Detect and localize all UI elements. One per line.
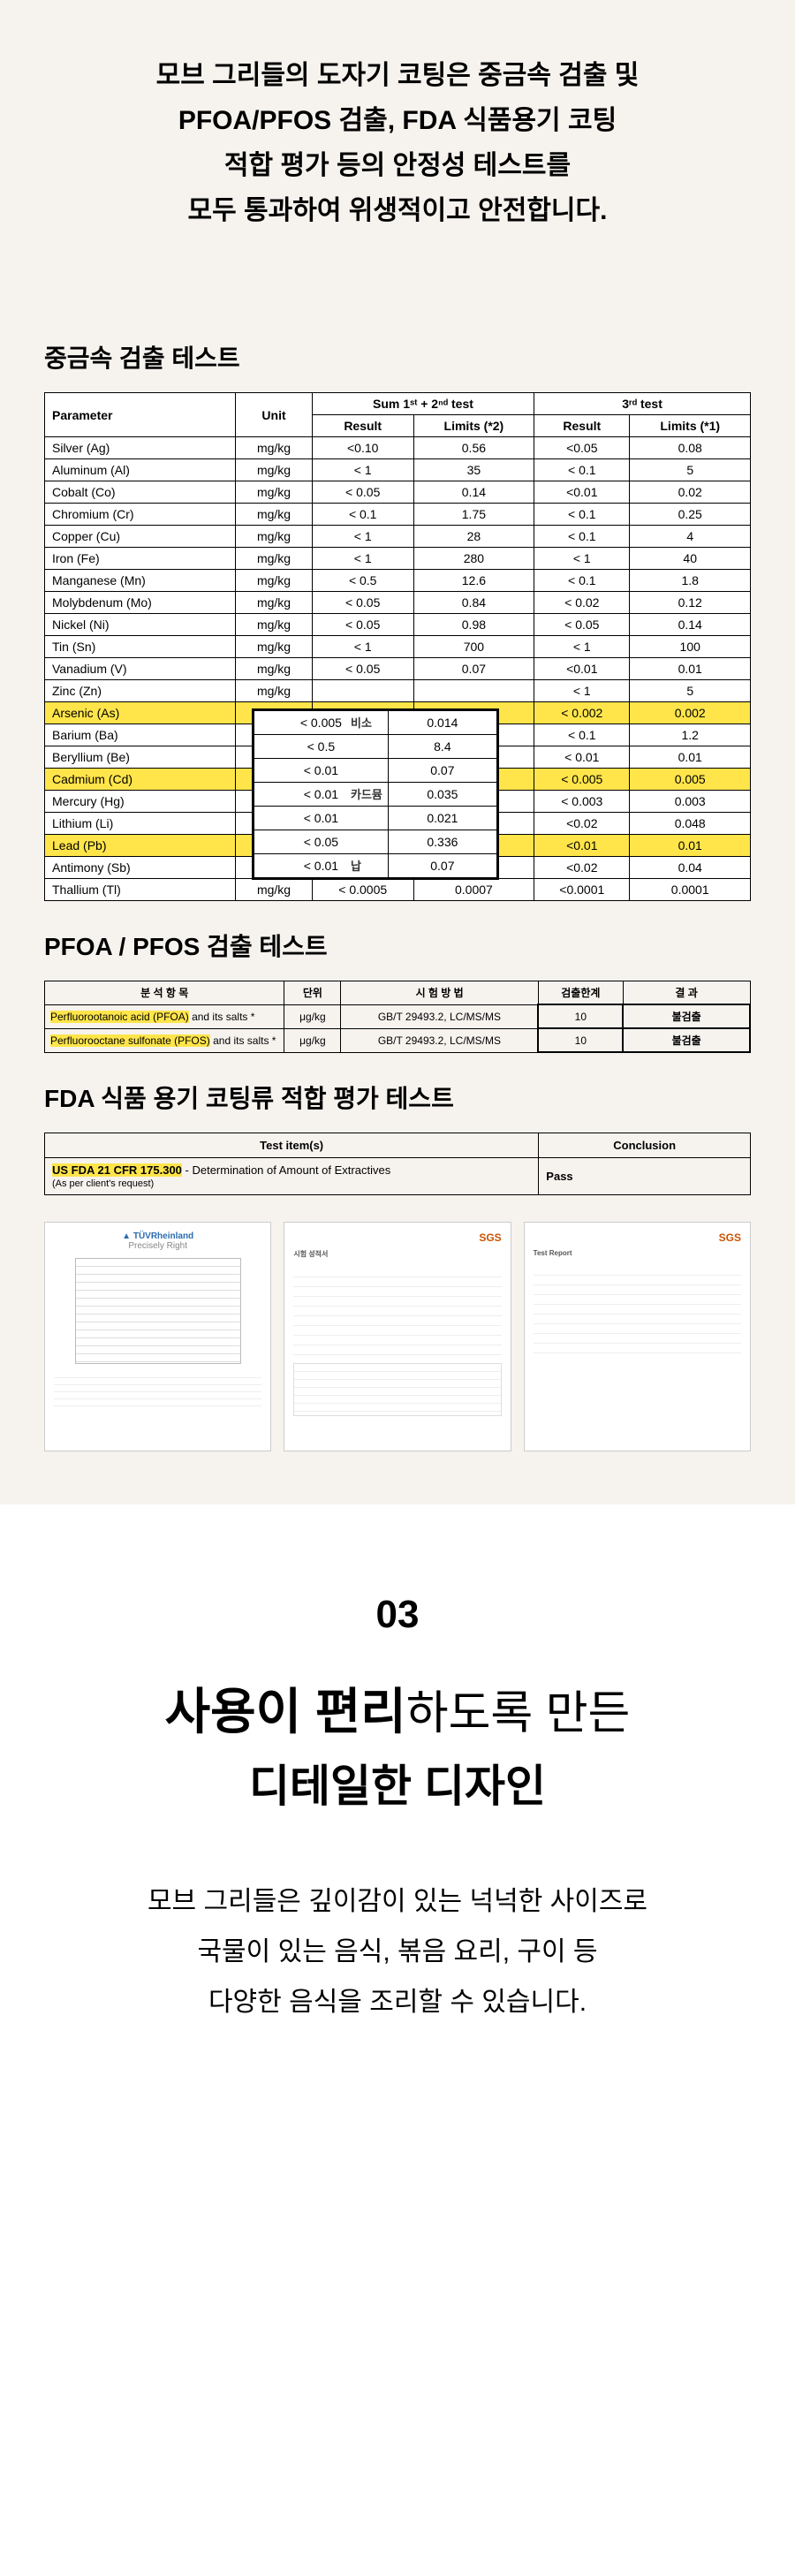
pfoa-title: PFOA / PFOS 검출 테스트 <box>44 928 751 963</box>
table-row: < 0.0050.014 <box>254 711 497 735</box>
table-row: Vanadium (V)mg/kg< 0.050.07<0.010.01 <box>45 658 751 680</box>
intro-line: 모두 통과하여 위생적이고 안전합니다. <box>44 188 751 233</box>
table-row: Manganese (Mn)mg/kg< 0.512.6< 0.11.8 <box>45 570 751 592</box>
certificate-tuv: ▲ TÜVRheinlandPrecisely Right <box>44 1222 271 1451</box>
fda-item-tail: - Determination of Amount of Extractives <box>182 1163 390 1177</box>
section-number: 03 <box>44 1593 751 1637</box>
section-heading-line1: 사용이 편리하도록 만든 <box>44 1672 751 1744</box>
section-description: 모브 그리들은 깊이감이 있는 넉넉한 사이즈로 국물이 있는 음식, 볶음 요… <box>44 1876 751 2027</box>
fda-item-sub: (As per client's request) <box>52 1178 531 1189</box>
intro-line: 모브 그리들의 도자기 코팅은 중금속 검출 및 <box>44 53 751 98</box>
table-row: Zinc (Zn)mg/kg< 15 <box>45 680 751 702</box>
table-row: Tin (Sn)mg/kg< 1700< 1100 <box>45 636 751 658</box>
section-heading-bold: 사용이 편리 <box>165 1684 406 1739</box>
table-row: Aluminum (Al)mg/kg< 135< 0.15 <box>45 459 751 481</box>
table-row: Cobalt (Co)mg/kg< 0.050.14<0.010.02 <box>45 481 751 504</box>
certificate-sgs-1: SGS 시험 성적서 <box>284 1222 511 1451</box>
table-row: Molybdenum (Mo)mg/kg< 0.050.84< 0.020.12 <box>45 592 751 614</box>
table-row: Thallium (Tl)mg/kg< 0.00050.0007<0.00010… <box>45 879 751 901</box>
certificate-sgs-2: SGS Test Report <box>524 1222 751 1451</box>
table-row: < 0.010.035 <box>254 783 497 807</box>
table-row: Nickel (Ni)mg/kg< 0.050.98< 0.050.14 <box>45 614 751 636</box>
fda-header-item: Test item(s) <box>45 1133 539 1158</box>
certificate-thumbnails: ▲ TÜVRheinlandPrecisely Right SGS 시험 성적서… <box>44 1222 751 1451</box>
pfoa-table: 분 석 항 목단위시 험 방 법검출한계결 과Perfluorootanoic … <box>44 981 751 1053</box>
cert-brand-sgs: SGS <box>534 1231 741 1244</box>
table-row: < 0.010.07 <box>254 759 497 783</box>
intro-text: 모브 그리들의 도자기 코팅은 중금속 검출 및 PFOA/PFOS 검출, F… <box>44 53 751 233</box>
safety-tests-section: 모브 그리들의 도자기 코팅은 중금속 검출 및 PFOA/PFOS 검출, F… <box>0 0 795 1504</box>
heavymetal-table-wrapper: ParameterUnitSum 1ˢᵗ + 2ⁿᵈ test3ʳᵈ testR… <box>44 392 751 901</box>
cert-brand-sgs: SGS <box>293 1231 501 1244</box>
section-heading-line2: 디테일한 디자인 <box>44 1751 751 1815</box>
fda-table: Test item(s) Conclusion US FDA 21 CFR 17… <box>44 1133 751 1195</box>
table-row: Perfluorootanoic acid (PFOA) and its sal… <box>45 1004 751 1028</box>
table-row: < 0.58.4 <box>254 735 497 759</box>
fda-item-highlight: US FDA 21 CFR 175.300 <box>52 1163 182 1177</box>
intro-line: 적합 평가 등의 안정성 테스트를 <box>44 143 751 188</box>
cert-brand-tuv: ▲ TÜVRheinlandPrecisely Right <box>54 1231 261 1251</box>
desc-line: 국물이 있는 음식, 볶음 요리, 구이 등 <box>44 1927 751 1977</box>
table-row: Copper (Cu)mg/kg< 128< 0.14 <box>45 526 751 548</box>
table-row: Perfluorooctane sulfonate (PFOS) and its… <box>45 1028 751 1052</box>
fda-item-cell: US FDA 21 CFR 175.300 - Determination of… <box>45 1158 539 1195</box>
fda-pass: Pass <box>539 1158 751 1195</box>
section-heading-rest: 하도록 만든 <box>406 1688 631 1739</box>
table-row: < 0.050.336 <box>254 830 497 854</box>
heavymetal-overlay-subtable: < 0.0050.014< 0.58.4< 0.010.07< 0.010.03… <box>252 708 499 880</box>
table-row: Iron (Fe)mg/kg< 1280< 140 <box>45 548 751 570</box>
intro-line: PFOA/PFOS 검출, FDA 식품용기 코팅 <box>44 98 751 143</box>
table-row: Silver (Ag)mg/kg<0.100.56<0.050.08 <box>45 437 751 459</box>
table-row: Chromium (Cr)mg/kg< 0.11.75< 0.10.25 <box>45 504 751 526</box>
fda-title: FDA 식품 용기 코팅류 적합 평가 테스트 <box>44 1080 751 1115</box>
desc-line: 다양한 음식을 조리할 수 있습니다. <box>44 1977 751 2027</box>
section-03: 03 사용이 편리하도록 만든 디테일한 디자인 모브 그리들은 깊이감이 있는… <box>0 1504 795 2080</box>
table-row: < 0.010.021 <box>254 807 497 830</box>
heavymetal-title: 중금속 검출 테스트 <box>44 339 751 375</box>
table-row: < 0.010.07 <box>254 854 497 878</box>
desc-line: 모브 그리들은 깊이감이 있는 넉넉한 사이즈로 <box>44 1876 751 1927</box>
fda-header-conclusion: Conclusion <box>539 1133 751 1158</box>
